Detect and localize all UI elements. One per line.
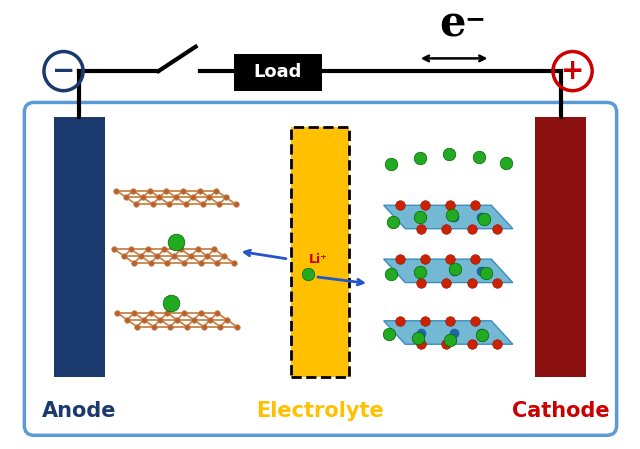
Bar <box>234 53 322 91</box>
Text: Cathode: Cathode <box>512 401 610 421</box>
Bar <box>54 117 104 377</box>
FancyBboxPatch shape <box>24 102 616 435</box>
Text: Li⁺: Li⁺ <box>308 253 328 265</box>
Bar <box>536 117 586 377</box>
Text: −: − <box>52 57 75 85</box>
Bar <box>291 127 349 377</box>
Text: Electrolyte: Electrolyte <box>256 401 384 421</box>
Polygon shape <box>383 205 513 229</box>
Polygon shape <box>383 259 513 282</box>
Polygon shape <box>383 321 513 344</box>
Text: e: e <box>439 3 465 45</box>
Text: −: − <box>464 7 485 31</box>
Text: Anode: Anode <box>42 401 116 421</box>
Text: Load: Load <box>253 63 302 81</box>
Bar <box>291 127 349 377</box>
Text: +: + <box>561 57 584 85</box>
